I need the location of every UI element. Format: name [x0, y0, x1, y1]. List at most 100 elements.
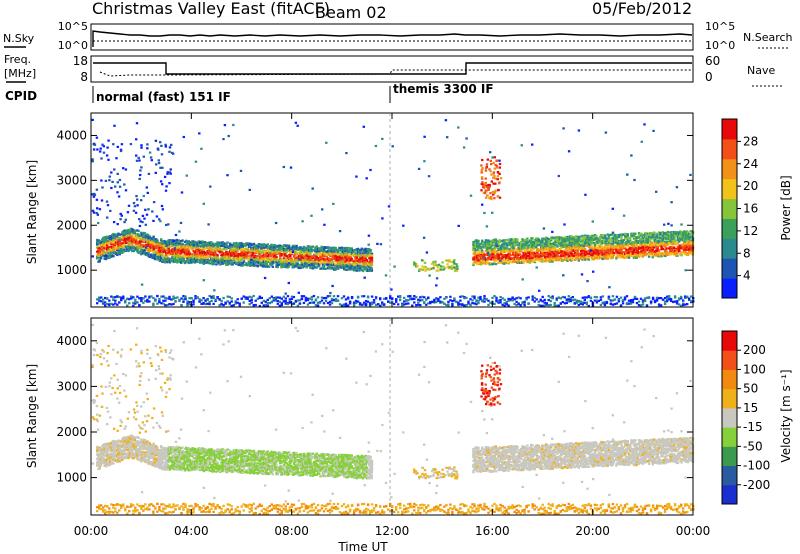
power-cell [103, 241, 106, 244]
power-cell [107, 256, 110, 259]
power-cell [563, 252, 567, 255]
power-cell [336, 261, 340, 264]
power-cell [547, 250, 550, 253]
power-cell [292, 249, 296, 252]
power-cell [99, 147, 102, 150]
power-cell [152, 201, 156, 204]
power-cell [571, 256, 574, 259]
beam-label: Beam 02 [315, 3, 387, 22]
power-cell [154, 171, 157, 174]
power-cell [370, 269, 374, 272]
power-cell [512, 242, 515, 245]
power-cell [359, 249, 362, 252]
power-cell [328, 258, 331, 261]
power-cell [524, 246, 528, 249]
power-cell [241, 242, 244, 246]
power-cell [138, 218, 141, 221]
power-cell [119, 218, 122, 221]
power-cell [139, 235, 143, 238]
power-cell [619, 248, 622, 252]
power-cell [168, 261, 172, 264]
power-cell [573, 249, 577, 252]
power-cell [548, 241, 552, 244]
power-cell [361, 266, 365, 269]
power-cell [206, 261, 209, 264]
power-cell [339, 262, 342, 265]
power-cell [592, 258, 596, 261]
power-cell [183, 240, 187, 243]
power-cell [235, 247, 238, 250]
power-cell [527, 254, 530, 258]
power-cell [626, 236, 629, 240]
power-cell [129, 241, 133, 244]
freq-tick-bottom: 8 [80, 70, 88, 84]
power-cell [345, 264, 348, 267]
power-cell [139, 231, 143, 234]
power-cell [277, 258, 281, 261]
power-cell [364, 266, 367, 269]
power-cell [123, 233, 126, 236]
power-cell [265, 254, 268, 257]
power-cell [330, 258, 333, 261]
power-cell [112, 245, 115, 248]
power-cell [351, 265, 355, 269]
power-cell [109, 209, 112, 212]
power-cell [251, 264, 254, 267]
power-cell [256, 261, 259, 264]
power-cell [221, 256, 224, 259]
power-cell [133, 247, 136, 250]
power-cell [135, 159, 139, 162]
power-cell [232, 262, 236, 265]
power-cell [358, 253, 361, 256]
power-cell [119, 148, 123, 151]
power-cell [207, 262, 210, 265]
power-cell [193, 240, 197, 243]
power-cell [582, 247, 585, 250]
power-cell [625, 248, 628, 251]
power-cell [355, 259, 358, 262]
power-cell [571, 247, 574, 250]
power-cell [533, 252, 537, 255]
power-cell [334, 268, 337, 271]
power-cell [151, 241, 154, 244]
power-cell [476, 241, 479, 244]
power-cell [355, 256, 358, 259]
power-cell [577, 252, 580, 255]
power-cell [477, 239, 480, 242]
power-cell [355, 253, 358, 256]
power-cell [160, 238, 163, 241]
power-cell [588, 243, 592, 246]
power-cell [262, 257, 266, 260]
power-cell [281, 245, 284, 248]
power-cell [532, 240, 535, 243]
power-cell [137, 229, 140, 233]
power-cell [588, 250, 592, 253]
power-cell [244, 252, 247, 255]
power-cell [227, 256, 231, 259]
power-cell [272, 251, 276, 254]
power-cell [198, 256, 202, 259]
power-cell [479, 263, 483, 266]
power-cell [223, 259, 227, 263]
power-cell [612, 253, 616, 257]
power-cell [348, 263, 351, 266]
power-cell [180, 250, 183, 253]
power-cell [116, 145, 119, 148]
power-cell [596, 246, 599, 250]
power-cell [196, 245, 199, 248]
power-cell [237, 246, 241, 249]
power-cell [91, 209, 95, 212]
power-cell [218, 244, 222, 247]
power-cell [181, 242, 184, 245]
power-cell [146, 191, 149, 194]
power-cell [161, 208, 164, 211]
power-cell [507, 250, 510, 253]
power-cell [356, 267, 360, 271]
power-cell [535, 241, 538, 244]
power-cell [106, 235, 109, 238]
power-cell [577, 254, 580, 257]
power-cell [356, 250, 360, 253]
power-cell [193, 259, 197, 262]
power-cell [550, 250, 553, 253]
power-cell [476, 252, 479, 255]
